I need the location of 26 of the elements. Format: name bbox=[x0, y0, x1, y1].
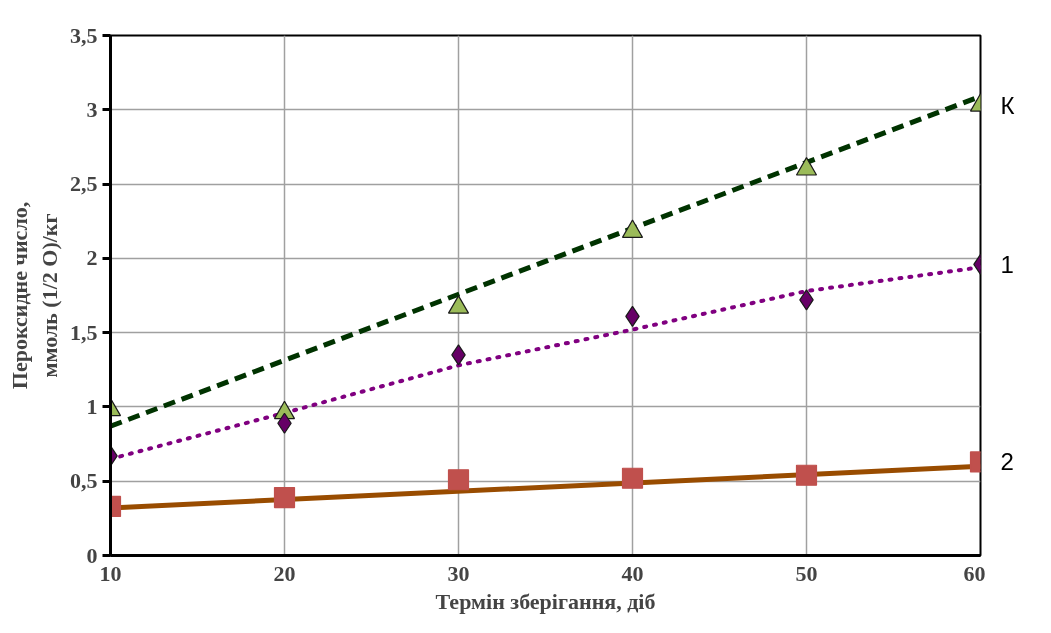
series-label: К bbox=[1000, 91, 1015, 119]
y-tick-label: 3,5 bbox=[70, 22, 98, 48]
point bbox=[447, 469, 470, 491]
y-tick-label: 2 bbox=[86, 245, 98, 271]
point bbox=[273, 486, 296, 509]
x-axis-title: Термін зберігання, діб bbox=[435, 588, 656, 614]
series-label: 2 bbox=[1000, 448, 1014, 476]
y-tick-label: 2,5 bbox=[70, 171, 98, 197]
point bbox=[795, 157, 818, 176]
y-tick-label: 1,5 bbox=[70, 319, 98, 345]
series-label: 1 bbox=[1000, 250, 1014, 278]
y-tick-label: 0,5 bbox=[70, 468, 98, 494]
point bbox=[621, 467, 644, 489]
y-tick-label: 0 bbox=[86, 542, 98, 568]
x-tick-label: 60 bbox=[963, 560, 986, 586]
point bbox=[795, 464, 818, 486]
x-tick-label: 20 bbox=[273, 560, 296, 586]
y-tick-label: 3 bbox=[86, 96, 98, 122]
y-axis-title: Пероксидне число, ммоль (1/2 О)/кг bbox=[7, 201, 62, 390]
x-tick-label: 30 bbox=[447, 560, 470, 586]
point bbox=[447, 295, 470, 314]
y-tick-label: 1 bbox=[86, 393, 98, 419]
point bbox=[621, 219, 644, 238]
x-tick-label: 10 bbox=[99, 560, 122, 586]
x-tick-label: 40 bbox=[621, 560, 644, 586]
x-tick-label: 50 bbox=[795, 560, 818, 586]
